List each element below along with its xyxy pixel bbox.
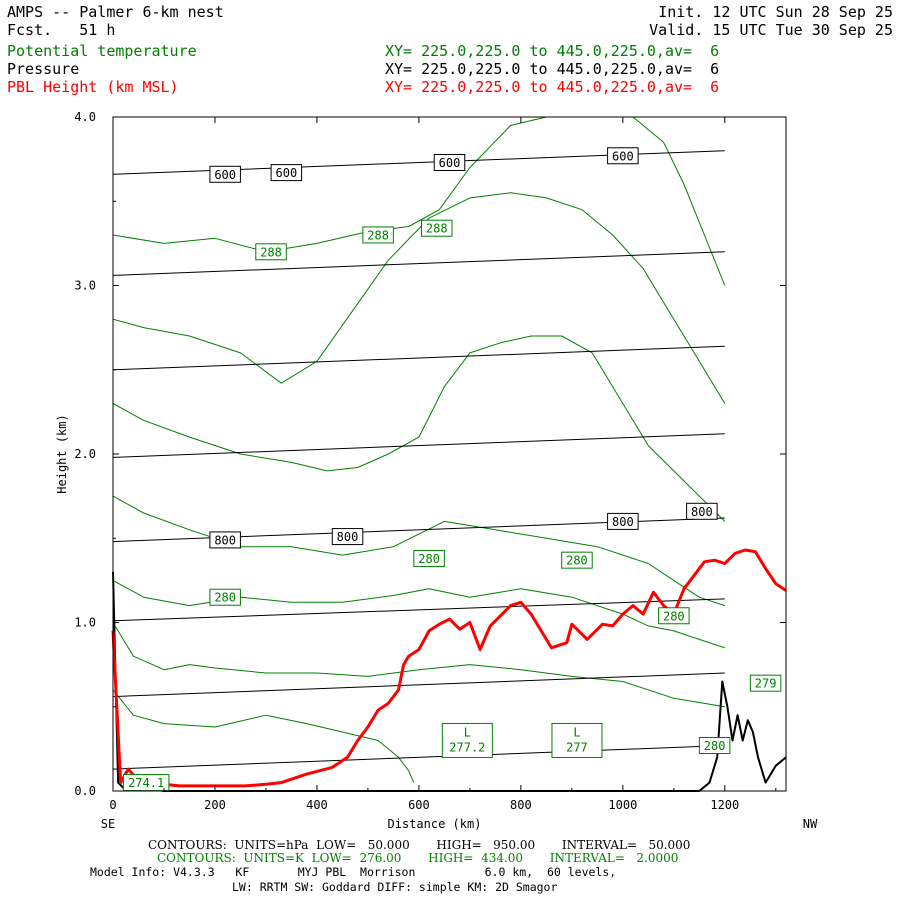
y-tick-label: 4.0 <box>74 110 96 124</box>
contour-label: 288 <box>426 222 448 236</box>
contour-label: 600 <box>214 168 236 182</box>
series-pressure-750-hpa <box>112 433 725 458</box>
series-pressure-950-hpa <box>112 745 725 770</box>
contour-label: 280 <box>566 554 588 568</box>
contour-label-box <box>433 153 466 171</box>
series-theta-284-k <box>112 335 726 522</box>
contour-label: 274.1 <box>128 776 164 790</box>
contour-label: 280 <box>663 609 685 623</box>
model-info: Model Info: V4.3.3 KF MYJ PBL Morrison 6… <box>90 865 617 879</box>
contour-label: 288 <box>260 245 282 259</box>
series-theta-280-k <box>112 579 725 649</box>
theta-contour-info: CONTOURS: UNITS=K LOW= 276.00 HIGH= 434.… <box>157 851 679 865</box>
contour-label: 800 <box>612 515 634 529</box>
model-info-physics: LW: RRTM SW: Goddard DIFF: simple KM: 2D… <box>232 880 558 894</box>
contour-label: 800 <box>214 533 236 547</box>
contour-label: 800 <box>691 505 713 519</box>
series-theta-286-k <box>112 192 726 404</box>
low-marker-value: 277 <box>566 740 588 754</box>
field-name-pbl: PBL Height (km MSL) <box>7 78 179 96</box>
contour-label-box <box>698 737 731 755</box>
series-pbl-height-km-msl <box>111 548 787 788</box>
field-name-pressure: Pressure <box>7 60 80 78</box>
pressure-contour-info: CONTOURS: UNITS=hPa LOW= 50.000 HIGH= 95… <box>148 838 691 852</box>
contour-label-box <box>331 528 364 546</box>
series-theta-282-k <box>112 495 725 607</box>
field-xy-pressure: XY= 225.0,225.0 to 445.0,225.0,av= 6 <box>385 60 720 78</box>
contour-label-box <box>607 512 639 530</box>
model-title: AMPS -- Palmer 6-km nest <box>7 3 224 21</box>
series-pressure-900-hpa <box>112 672 725 698</box>
pressure-contours <box>112 150 725 770</box>
series-theta-288-k <box>112 116 726 286</box>
x-tick-label: 800 <box>510 798 532 812</box>
contour-label: 600 <box>439 156 461 170</box>
contour-label-box <box>686 502 718 520</box>
contour-label: 800 <box>337 530 359 544</box>
contour-label: 280 <box>704 739 726 753</box>
low-marker-letter: L <box>464 725 471 739</box>
low-marker-box <box>441 722 493 758</box>
forecast-hour: Fcst. 51 h <box>7 21 116 39</box>
contour-label: 600 <box>276 166 298 180</box>
contour-labels: 600 600 600 600 288 288 288 800 800 800 800 280 280 2… <box>122 147 782 792</box>
x-tick-label: 1200 <box>710 798 739 812</box>
y-tick-label: 2.0 <box>74 447 96 461</box>
valid-time: Valid. 15 UTC Tue 30 Sep 25 <box>649 21 893 39</box>
y-tick-label: 3.0 <box>74 279 96 293</box>
field-xy-pbl: XY= 225.0,225.0 to 445.0,225.0,av= 6 <box>385 78 720 96</box>
init-time: Init. 12 UTC Sun 28 Sep 25 <box>658 3 893 21</box>
x-axis-label: Distance (km) <box>388 817 482 831</box>
contour-label-box <box>209 531 241 549</box>
y-tick-label: 1.0 <box>74 616 96 630</box>
left-end-label: SE <box>101 817 115 831</box>
low-marker-box <box>551 722 603 758</box>
contour-label-box <box>362 226 394 244</box>
contour-label-box <box>413 549 445 567</box>
contour-label-box <box>658 607 690 625</box>
low-marker-value: 277.2 <box>449 740 485 754</box>
series-pressure-850-hpa <box>112 598 725 622</box>
series-pressure-650-hpa <box>112 251 725 276</box>
contour-label-box <box>749 674 782 692</box>
contour-label-box <box>209 165 241 183</box>
contour-label: 279 <box>755 677 777 691</box>
contour-label-box <box>561 551 593 569</box>
x-tick-label: 0 <box>109 798 116 812</box>
contour-label-box <box>607 147 639 165</box>
series-theta-276-k <box>112 689 415 783</box>
contour-label: 280 <box>418 552 440 566</box>
pbl-height-series <box>111 548 787 788</box>
contour-label-box <box>255 243 287 261</box>
contour-label-box <box>209 588 241 606</box>
contour-label-box <box>270 164 303 182</box>
series-theta-278-k <box>112 622 725 708</box>
y-axis-label: Height (km) <box>55 414 69 493</box>
low-marker-letter: L <box>573 725 580 739</box>
right-end-label: NW <box>803 817 818 831</box>
axis-ticks: 0.0 1.0 2.0 3.0 4.0 0 200 400 600 800 1000 1200 <box>74 110 786 812</box>
x-tick-label: 200 <box>204 798 226 812</box>
x-tick-label: 600 <box>408 798 430 812</box>
contour-label-box <box>421 219 453 237</box>
series-pressure-700-hpa <box>112 345 725 371</box>
theta-contours <box>112 116 726 783</box>
y-tick-label: 0.0 <box>74 784 96 798</box>
field-name-theta: Potential temperature <box>7 42 197 60</box>
x-tick-label: 1000 <box>608 798 637 812</box>
contour-label: 600 <box>612 149 634 163</box>
x-tick-label: 400 <box>306 798 328 812</box>
field-xy-theta: XY= 225.0,225.0 to 445.0,225.0,av= 6 <box>385 42 720 60</box>
contour-label: 280 <box>214 591 236 605</box>
contour-label: 288 <box>367 228 389 242</box>
